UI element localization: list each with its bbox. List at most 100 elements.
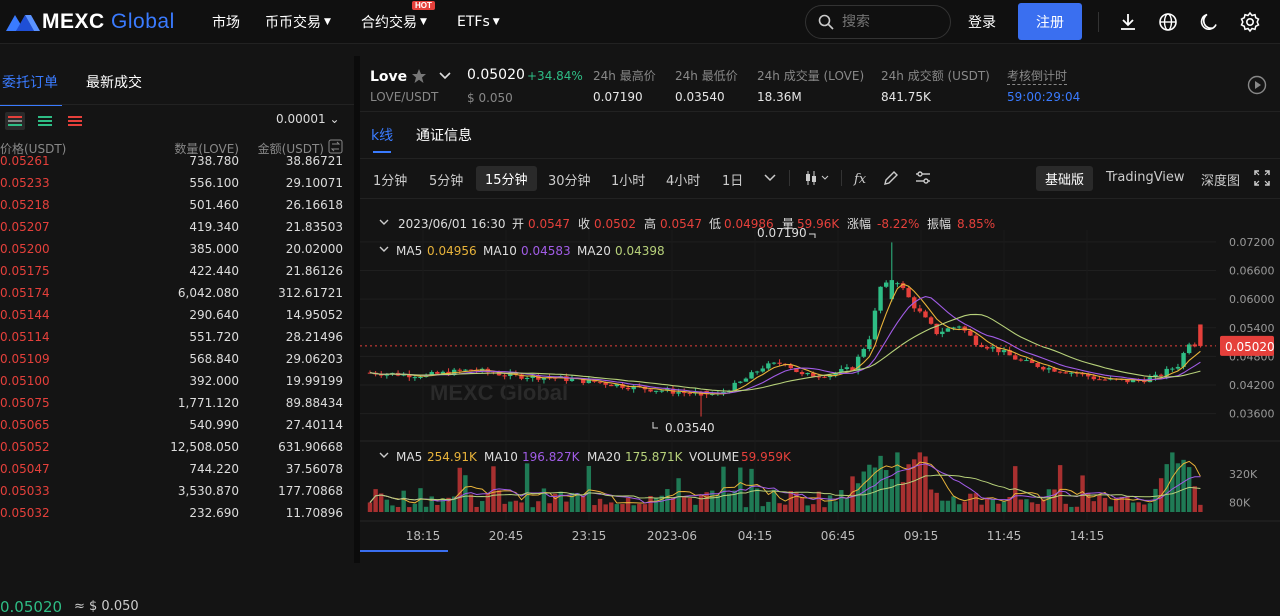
row-amount: 37.56078 [285,462,343,476]
timeframe-30m[interactable]: 30分钟 [548,174,591,189]
volume-bar [614,504,620,512]
ohlc-amp-label: 振幅 [927,216,951,231]
volume-bar [883,470,889,512]
candle-body [895,283,900,285]
fullscreen-icon[interactable] [1254,170,1270,186]
view-depth[interactable]: 深度图 [1201,174,1241,189]
register-button[interactable]: 注册 [1018,3,1082,40]
sell-side-view-icon[interactable] [65,112,85,130]
mexc-logo[interactable]: MEXC Global [4,8,175,36]
tab-latest-trades[interactable]: 最新成交 [86,75,142,91]
candle-body [620,384,625,388]
indicator-fx-icon[interactable]: fx [853,169,871,187]
gear-icon[interactable] [1239,11,1261,33]
volume-bar [1181,459,1186,512]
candle-body [384,374,390,376]
tab-kline[interactable]: k线 [371,128,394,144]
login-link[interactable]: 登录 [968,15,996,31]
orderbook-row[interactable]: 0.05175 422.440 21.86126 [0,260,354,282]
play-circle-icon[interactable] [1247,75,1267,95]
volume-bar [917,452,923,512]
tab-token-info[interactable]: 通证信息 [416,128,472,144]
nav-futures[interactable]: 合约交易 ▼ [361,15,427,31]
swap-unit-icon[interactable] [328,139,343,154]
pencil-icon[interactable] [882,169,900,187]
orderbook-row[interactable]: 0.05218 501.460 26.16618 [0,194,354,216]
orderbook-row[interactable]: 0.05075 1,771.120 89.88434 [0,392,354,414]
volume-bar [1091,501,1096,512]
timeframe-5m[interactable]: 5分钟 [429,174,464,189]
ma-lines [369,283,1201,395]
orderbook-row[interactable]: 0.05047 744.220 37.56078 [0,458,354,480]
volume-bar [749,468,754,512]
precision-select[interactable]: 0.00001 ⌄ [276,112,340,126]
timeframe-15m[interactable]: 15分钟 [476,166,537,191]
orderbook-row[interactable]: 0.05207 419.340 21.83503 [0,216,354,238]
row-amount: 21.86126 [285,264,343,278]
timeframe-1m[interactable]: 1分钟 [373,174,408,189]
ma20-value: 0.04398 [615,244,665,258]
both-sides-view-icon[interactable] [5,112,25,130]
search-box[interactable] [805,5,951,39]
chevron-down-icon[interactable] [379,246,389,252]
ma5-value: 0.04956 [427,244,477,258]
orderbook-row[interactable]: 0.05109 568.840 29.06203 [0,348,354,370]
candle-body [407,374,412,378]
settings-sliders-icon[interactable] [914,169,932,187]
search-input[interactable] [842,14,942,30]
timeframe-1d[interactable]: 1日 [722,174,744,189]
volume-bar [889,478,894,512]
orderbook-row[interactable]: 0.05033 3,530.870 177.70868 [0,480,354,502]
volume-ma-lines [369,460,1201,504]
volume-bar [928,489,934,512]
volume-bar [390,505,395,512]
ohlc-chg-label: 涨幅 [847,216,871,231]
buy-side-view-icon[interactable] [35,112,55,130]
candle-body [429,372,434,375]
orderbook-row[interactable]: 0.05032 232.690 11.70896 [0,502,354,524]
y-tick-label: 0.03600 [1229,408,1275,421]
volume-bar [1052,489,1057,512]
moon-icon[interactable] [1198,11,1220,33]
candle-body [721,391,726,394]
star-icon[interactable] [411,68,427,84]
candle-type-icon[interactable] [804,169,832,187]
chevron-down-icon[interactable] [379,452,389,458]
nav-etfs[interactable]: ETFs ▼ [457,14,500,30]
volume-bar [945,500,951,512]
orderbook-row[interactable]: 0.05174 6,042.080 312.61721 [0,282,354,304]
volume-bar [1170,452,1175,512]
orderbook-row[interactable]: 0.05261 738.780 38.86721 [0,150,354,172]
timeframe-4h[interactable]: 4小时 [666,174,701,189]
volume-bar [435,504,440,512]
tab-orders[interactable]: 委托订单 [2,75,58,91]
globe-icon[interactable] [1157,11,1179,33]
symbol-name[interactable]: Love [370,69,408,85]
view-basic[interactable]: 基础版 [1036,166,1094,191]
orderbook-row[interactable]: 0.05100 392.000 19.99199 [0,370,354,392]
volume-bar [620,504,625,512]
orderbook-row[interactable]: 0.05233 556.100 29.10071 [0,172,354,194]
download-icon[interactable] [1117,11,1139,33]
chevron-down-icon[interactable] [439,70,451,82]
stat-label-countdown[interactable]: 考核倒计时 [1007,69,1068,85]
orderbook-row[interactable]: 0.05144 290.640 14.95052 [0,304,354,326]
orderbook-row[interactable]: 0.05065 540.990 27.40114 [0,414,354,436]
orderbook-row[interactable]: 0.05052 12,508.050 631.90668 [0,436,354,458]
nav-spot[interactable]: 币币交易 ▼ [265,15,331,31]
chevron-down-icon[interactable] [379,219,389,225]
timeframe-1h[interactable]: 1小时 [611,174,646,189]
view-tradingview[interactable]: TradingView [1106,170,1185,185]
volume-bar [1119,496,1125,512]
chevron-down-icon[interactable] [764,172,776,184]
orderbook-row[interactable]: 0.05114 551.720 28.21496 [0,326,354,348]
nav-market[interactable]: 市场 [212,15,240,31]
divider [841,170,842,186]
price-change: +34.84% [527,69,583,83]
kline-chart[interactable]: MEXC Global 0.07200 0.06600 0.06000 0.05400… [360,200,1280,563]
ma10-label: MA10 [483,244,517,258]
orderbook-row[interactable]: 0.05200 385.000 20.02000 [0,238,354,260]
candle-body [1024,360,1029,362]
volume-bar [1114,497,1119,512]
candle-body [631,385,636,390]
